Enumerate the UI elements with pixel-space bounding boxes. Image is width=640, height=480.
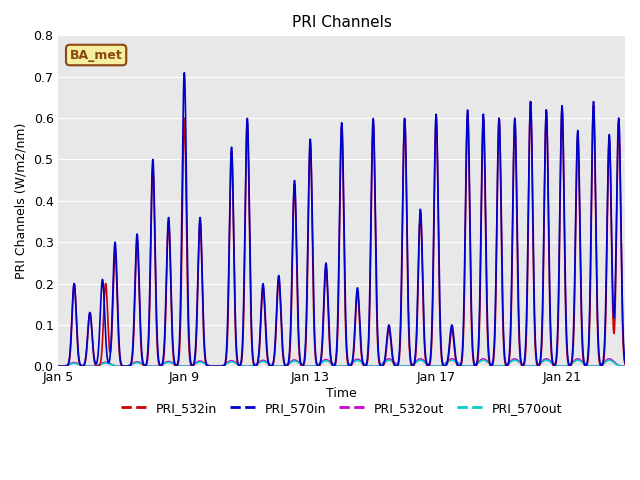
PRI_532out (54, 363, 62, 369)
X-axis label: Time: Time (326, 387, 357, 400)
PRI_532out (621, 363, 629, 369)
PRI_570out (54, 363, 62, 369)
PRI_532in (87, 315, 95, 321)
PRI_532in (175, 350, 183, 356)
PRI_570in (442, 363, 449, 369)
PRI_532in (285, 353, 293, 359)
PRI_570out (621, 363, 629, 369)
PRI_570in (267, 363, 275, 369)
PRI_570out (289, 359, 296, 364)
PRI_570out (87, 363, 95, 369)
PRI_570out (285, 360, 293, 366)
PRI_532in (621, 361, 629, 367)
Text: BA_met: BA_met (70, 48, 122, 61)
PRI_570out (442, 361, 449, 367)
PRI_570in (54, 363, 62, 369)
PRI_570out (175, 363, 183, 369)
PRI_570out (605, 357, 613, 363)
PRI_532in (289, 254, 296, 260)
PRI_532out (442, 361, 449, 367)
PRI_532in (527, 99, 534, 105)
PRI_532out (87, 363, 95, 369)
PRI_570in (87, 314, 95, 320)
Line: PRI_570in: PRI_570in (58, 72, 625, 366)
Line: PRI_532in: PRI_532in (58, 102, 625, 366)
Line: PRI_570out: PRI_570out (58, 360, 625, 366)
PRI_532out (266, 361, 274, 367)
PRI_532in (442, 363, 449, 369)
PRI_532in (54, 363, 62, 369)
PRI_532out (175, 363, 183, 369)
PRI_570out (266, 362, 274, 368)
PRI_532out (285, 360, 293, 365)
PRI_570in (286, 342, 294, 348)
PRI_570in (180, 70, 188, 75)
Y-axis label: PRI Channels (W/m2/nm): PRI Channels (W/m2/nm) (15, 123, 28, 279)
Title: PRI Channels: PRI Channels (292, 15, 392, 30)
PRI_532in (266, 363, 274, 369)
PRI_570in (621, 359, 629, 365)
Line: PRI_532out: PRI_532out (58, 359, 625, 366)
PRI_570in (175, 340, 183, 346)
Legend: PRI_532in, PRI_570in, PRI_532out, PRI_570out: PRI_532in, PRI_570in, PRI_532out, PRI_57… (116, 396, 567, 420)
PRI_532out (289, 358, 296, 363)
PRI_532out (605, 356, 613, 362)
PRI_570in (289, 228, 296, 234)
